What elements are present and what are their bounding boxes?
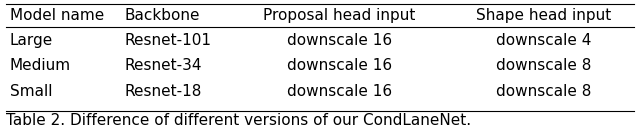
Text: Resnet-34: Resnet-34: [125, 58, 202, 73]
Text: Shape head input: Shape head input: [476, 8, 612, 23]
Text: Resnet-18: Resnet-18: [125, 84, 202, 99]
Text: Small: Small: [10, 84, 52, 99]
Text: Resnet-101: Resnet-101: [125, 33, 212, 48]
Text: Medium: Medium: [10, 58, 71, 73]
Text: downscale 4: downscale 4: [496, 33, 592, 48]
Text: Model name: Model name: [10, 8, 104, 23]
Text: Table 2. Difference of different versions of our CondLaneNet.: Table 2. Difference of different version…: [6, 113, 472, 128]
Text: Backbone: Backbone: [125, 8, 200, 23]
Text: Large: Large: [10, 33, 53, 48]
Text: downscale 8: downscale 8: [496, 58, 592, 73]
Text: downscale 16: downscale 16: [287, 33, 392, 48]
Text: downscale 16: downscale 16: [287, 84, 392, 99]
Text: Proposal head input: Proposal head input: [263, 8, 415, 23]
Text: downscale 8: downscale 8: [496, 84, 592, 99]
Text: downscale 16: downscale 16: [287, 58, 392, 73]
